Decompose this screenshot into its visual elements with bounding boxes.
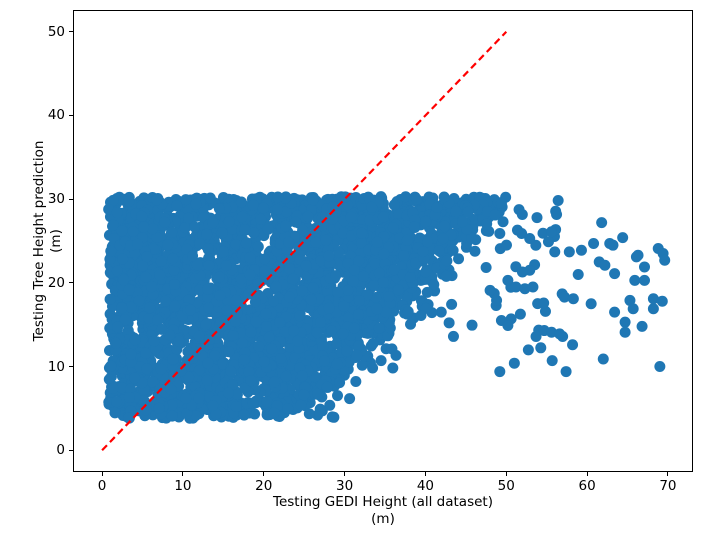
scatter-plot-canvas <box>74 11 692 471</box>
y-axis-label: Testing Tree Height prediction (m) <box>31 10 65 472</box>
y-tick-label: 30 <box>47 191 65 208</box>
x-tick-label: 10 <box>174 478 192 494</box>
x-tick-mark <box>344 472 346 476</box>
x-axis-label-unit: (m) <box>371 511 395 527</box>
y-axis-label-text: Testing Tree Height prediction <box>31 140 47 342</box>
y-tick-mark <box>69 366 73 368</box>
x-tick-label: 40 <box>416 478 435 494</box>
y-tick-label: 10 <box>47 358 65 375</box>
x-tick-mark <box>101 472 103 476</box>
y-tick-mark <box>69 449 73 451</box>
y-tick-mark <box>69 31 73 33</box>
plot-area <box>73 10 693 472</box>
y-tick-label: 40 <box>47 107 65 124</box>
x-tick-label: 50 <box>497 478 515 494</box>
x-tick-mark <box>182 472 184 476</box>
x-tick-mark <box>505 472 507 476</box>
y-tick-label: 50 <box>47 23 65 40</box>
y-tick-mark <box>69 198 73 200</box>
x-tick-mark <box>424 472 426 476</box>
x-tick-mark <box>586 472 588 476</box>
x-tick-mark <box>263 472 265 476</box>
y-tick-label: 20 <box>47 274 65 291</box>
x-axis-label: Testing GEDI Height (all dataset) (m) <box>73 494 693 528</box>
x-tick-mark <box>667 472 669 476</box>
y-tick-mark <box>69 282 73 284</box>
y-tick-label: 0 <box>56 442 65 459</box>
x-tick-label: 60 <box>578 478 596 494</box>
x-tick-label: 20 <box>255 478 273 494</box>
x-tick-label: 70 <box>659 478 677 494</box>
y-tick-mark <box>69 114 73 116</box>
y-axis-label-unit: (m) <box>48 229 64 253</box>
x-tick-label: 0 <box>97 478 107 494</box>
x-tick-label: 30 <box>336 478 354 494</box>
x-axis-label-text: Testing GEDI Height (all dataset) <box>273 494 493 510</box>
